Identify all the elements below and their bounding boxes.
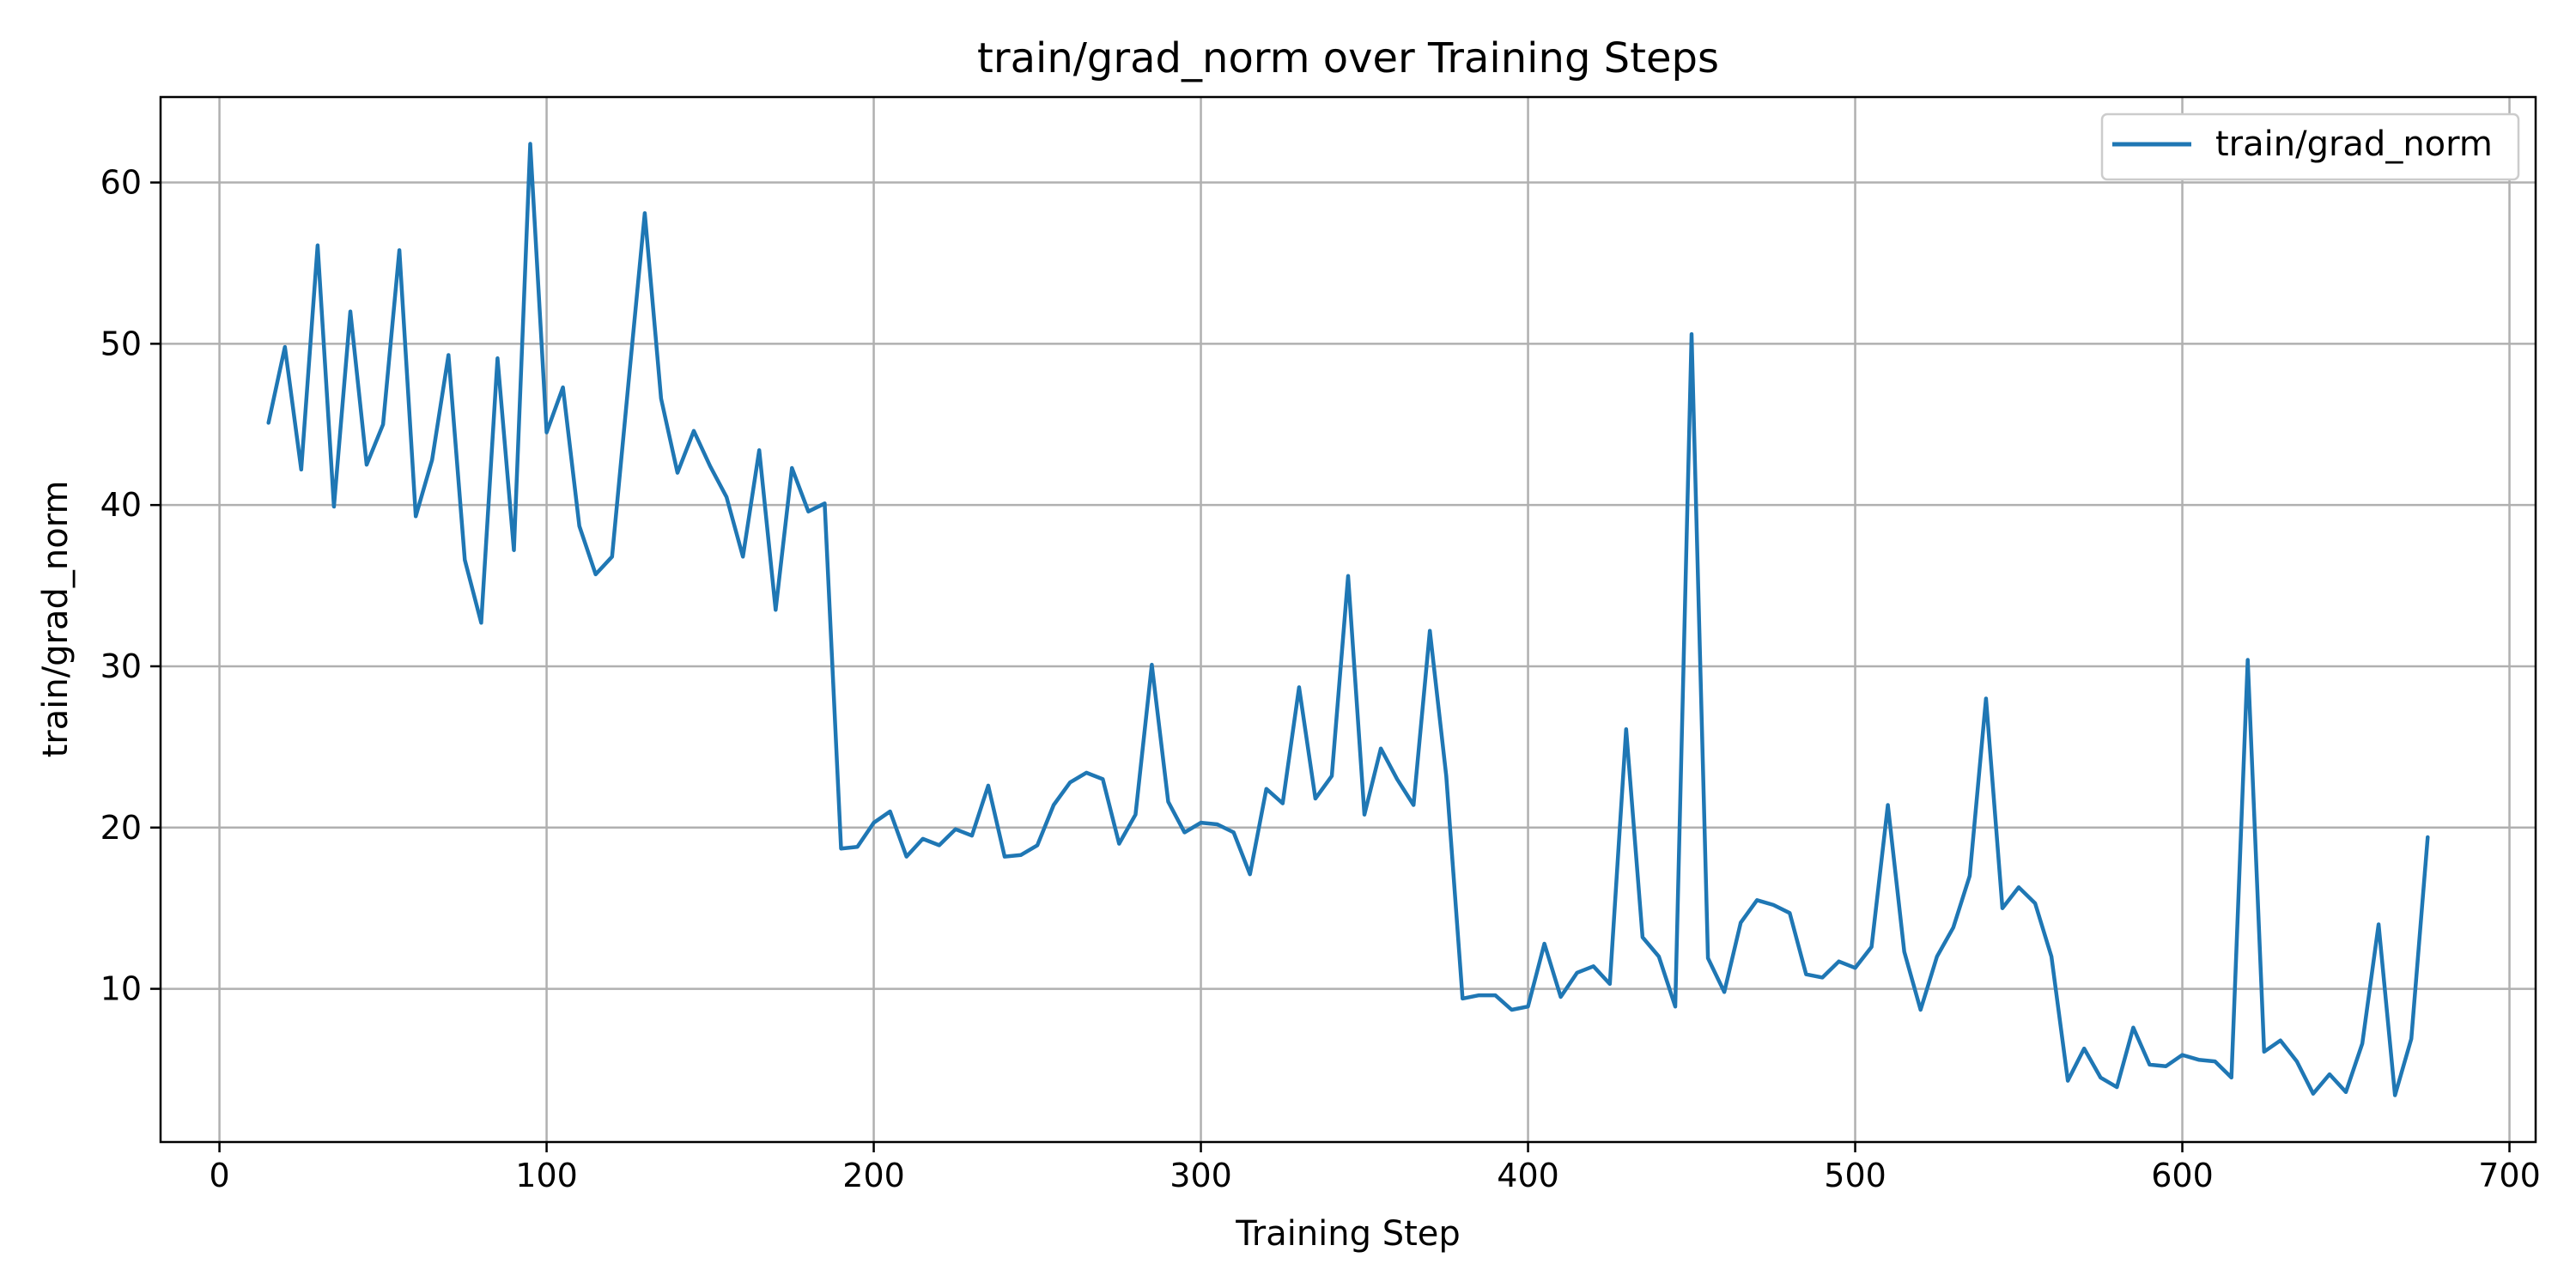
chart-title: train/grad_norm over Training Steps xyxy=(977,34,1719,82)
y-tick-label: 30 xyxy=(100,647,142,685)
x-axis: 0 100 200 300 400 500 600 700 xyxy=(209,1142,2541,1194)
x-axis-label: Training Step xyxy=(1235,1214,1461,1254)
x-tick-label: 100 xyxy=(515,1157,578,1194)
x-tick-label: 0 xyxy=(209,1157,229,1194)
x-tick-label: 600 xyxy=(2151,1157,2214,1194)
legend: train/grad_norm xyxy=(2100,112,2520,181)
y-tick-label: 20 xyxy=(100,809,142,847)
x-tick-label: 200 xyxy=(842,1157,905,1194)
grid-lines xyxy=(161,97,2536,1142)
x-tick-label: 400 xyxy=(1497,1157,1559,1194)
y-tick-label: 40 xyxy=(100,486,142,524)
y-tick-label: 60 xyxy=(100,164,142,202)
legend-label: train/grad_norm xyxy=(2215,125,2493,164)
x-tick-label: 300 xyxy=(1170,1157,1232,1194)
y-axis-label: train/grad_norm xyxy=(36,481,76,758)
legend-box xyxy=(2100,112,2520,181)
series-line-grad-norm xyxy=(266,142,2430,1097)
y-axis: 10 20 30 40 50 60 xyxy=(100,164,161,1008)
y-tick-label: 50 xyxy=(100,325,142,362)
x-tick-label: 700 xyxy=(2478,1157,2541,1194)
x-tick-label: 500 xyxy=(1824,1157,1886,1194)
y-tick-label: 10 xyxy=(100,970,142,1008)
plot-frame xyxy=(159,95,2537,1144)
